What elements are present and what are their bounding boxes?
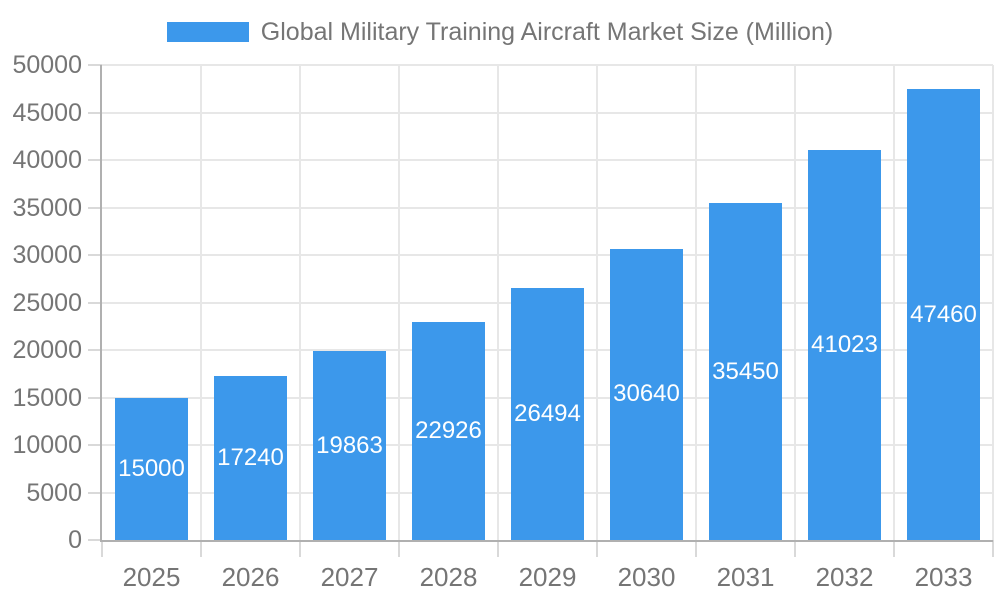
x-grid-line <box>794 65 796 540</box>
y-tick <box>88 111 102 114</box>
y-grid-line <box>102 111 993 114</box>
x-grid-line <box>398 65 400 540</box>
bar-value-label: 30640 <box>613 380 680 408</box>
x-grid-line <box>893 65 895 540</box>
y-tick-label: 10000 <box>12 431 82 459</box>
bar-value-label: 41023 <box>811 331 878 359</box>
bar: 41023 <box>808 150 881 540</box>
y-tick-label: 20000 <box>12 336 82 364</box>
legend-swatch-icon <box>166 22 249 42</box>
y-tick-label: 0 <box>68 526 82 554</box>
legend-label: Global Military Training Aircraft Market… <box>260 17 834 46</box>
x-tick <box>695 540 697 557</box>
x-tick-label: 2033 <box>914 562 973 592</box>
x-tick <box>398 540 400 557</box>
x-tick <box>497 540 499 557</box>
x-tick-label: 2032 <box>815 562 874 592</box>
y-tick-label: 5000 <box>26 478 82 507</box>
x-tick-label: 2029 <box>518 562 577 592</box>
y-grid-line <box>102 254 993 256</box>
y-grid-line <box>102 159 993 161</box>
y-tick <box>88 396 102 399</box>
x-tick-label: 2025 <box>122 562 181 592</box>
y-tick-label: 30000 <box>12 241 82 269</box>
bar-value-label: 47460 <box>910 300 977 328</box>
x-tick <box>101 540 103 557</box>
y-tick <box>88 64 102 66</box>
bar-value-label: 22926 <box>415 417 482 445</box>
x-tick <box>200 540 202 557</box>
bar: 22926 <box>412 322 485 540</box>
x-tick <box>299 540 301 557</box>
y-tick <box>88 206 102 209</box>
x-axis-line <box>100 540 993 542</box>
y-tick <box>88 349 102 351</box>
x-tick <box>596 540 598 557</box>
y-tick-label: 40000 <box>12 146 82 174</box>
bar-value-label: 19863 <box>316 431 383 459</box>
x-tick <box>893 540 895 557</box>
y-grid-line <box>102 206 993 209</box>
x-grid-line <box>299 65 301 540</box>
y-tick-label: 35000 <box>12 193 82 222</box>
chart-legend: Global Military Training Aircraft Market… <box>0 12 1000 52</box>
x-tick-label: 2031 <box>716 562 775 592</box>
bar-value-label: 15000 <box>118 454 185 482</box>
y-tick <box>88 159 102 161</box>
x-tick-label: 2026 <box>221 562 280 592</box>
bar-value-label: 35450 <box>712 357 779 385</box>
y-tick <box>88 444 102 446</box>
x-grid-line <box>695 65 697 540</box>
x-tick-label: 2027 <box>320 562 379 592</box>
bar: 19863 <box>313 351 386 540</box>
x-tick <box>992 540 994 557</box>
y-tick <box>88 491 102 494</box>
bar-value-label: 26494 <box>514 400 581 428</box>
bar: 15000 <box>115 397 188 540</box>
y-axis-line <box>100 65 102 540</box>
y-tick-label: 45000 <box>12 98 82 127</box>
x-tick-label: 2030 <box>617 562 676 592</box>
bar: 30640 <box>610 248 683 540</box>
bar-value-label: 17240 <box>217 444 284 472</box>
y-tick <box>88 301 102 304</box>
bar: 47460 <box>907 89 980 540</box>
y-tick-label: 15000 <box>12 383 82 412</box>
bar: 35450 <box>709 203 782 540</box>
x-grid-line <box>497 65 499 540</box>
x-grid-line <box>992 65 994 540</box>
x-tick-label: 2028 <box>419 562 478 592</box>
y-tick-label: 50000 <box>12 51 82 79</box>
bar: 17240 <box>214 376 287 540</box>
x-tick <box>794 540 796 557</box>
y-grid-line <box>102 64 993 66</box>
bar: 26494 <box>511 288 584 540</box>
y-tick <box>88 539 102 541</box>
x-grid-line <box>200 65 202 540</box>
y-tick-label: 25000 <box>12 288 82 317</box>
x-grid-line <box>596 65 598 540</box>
y-tick <box>88 254 102 256</box>
